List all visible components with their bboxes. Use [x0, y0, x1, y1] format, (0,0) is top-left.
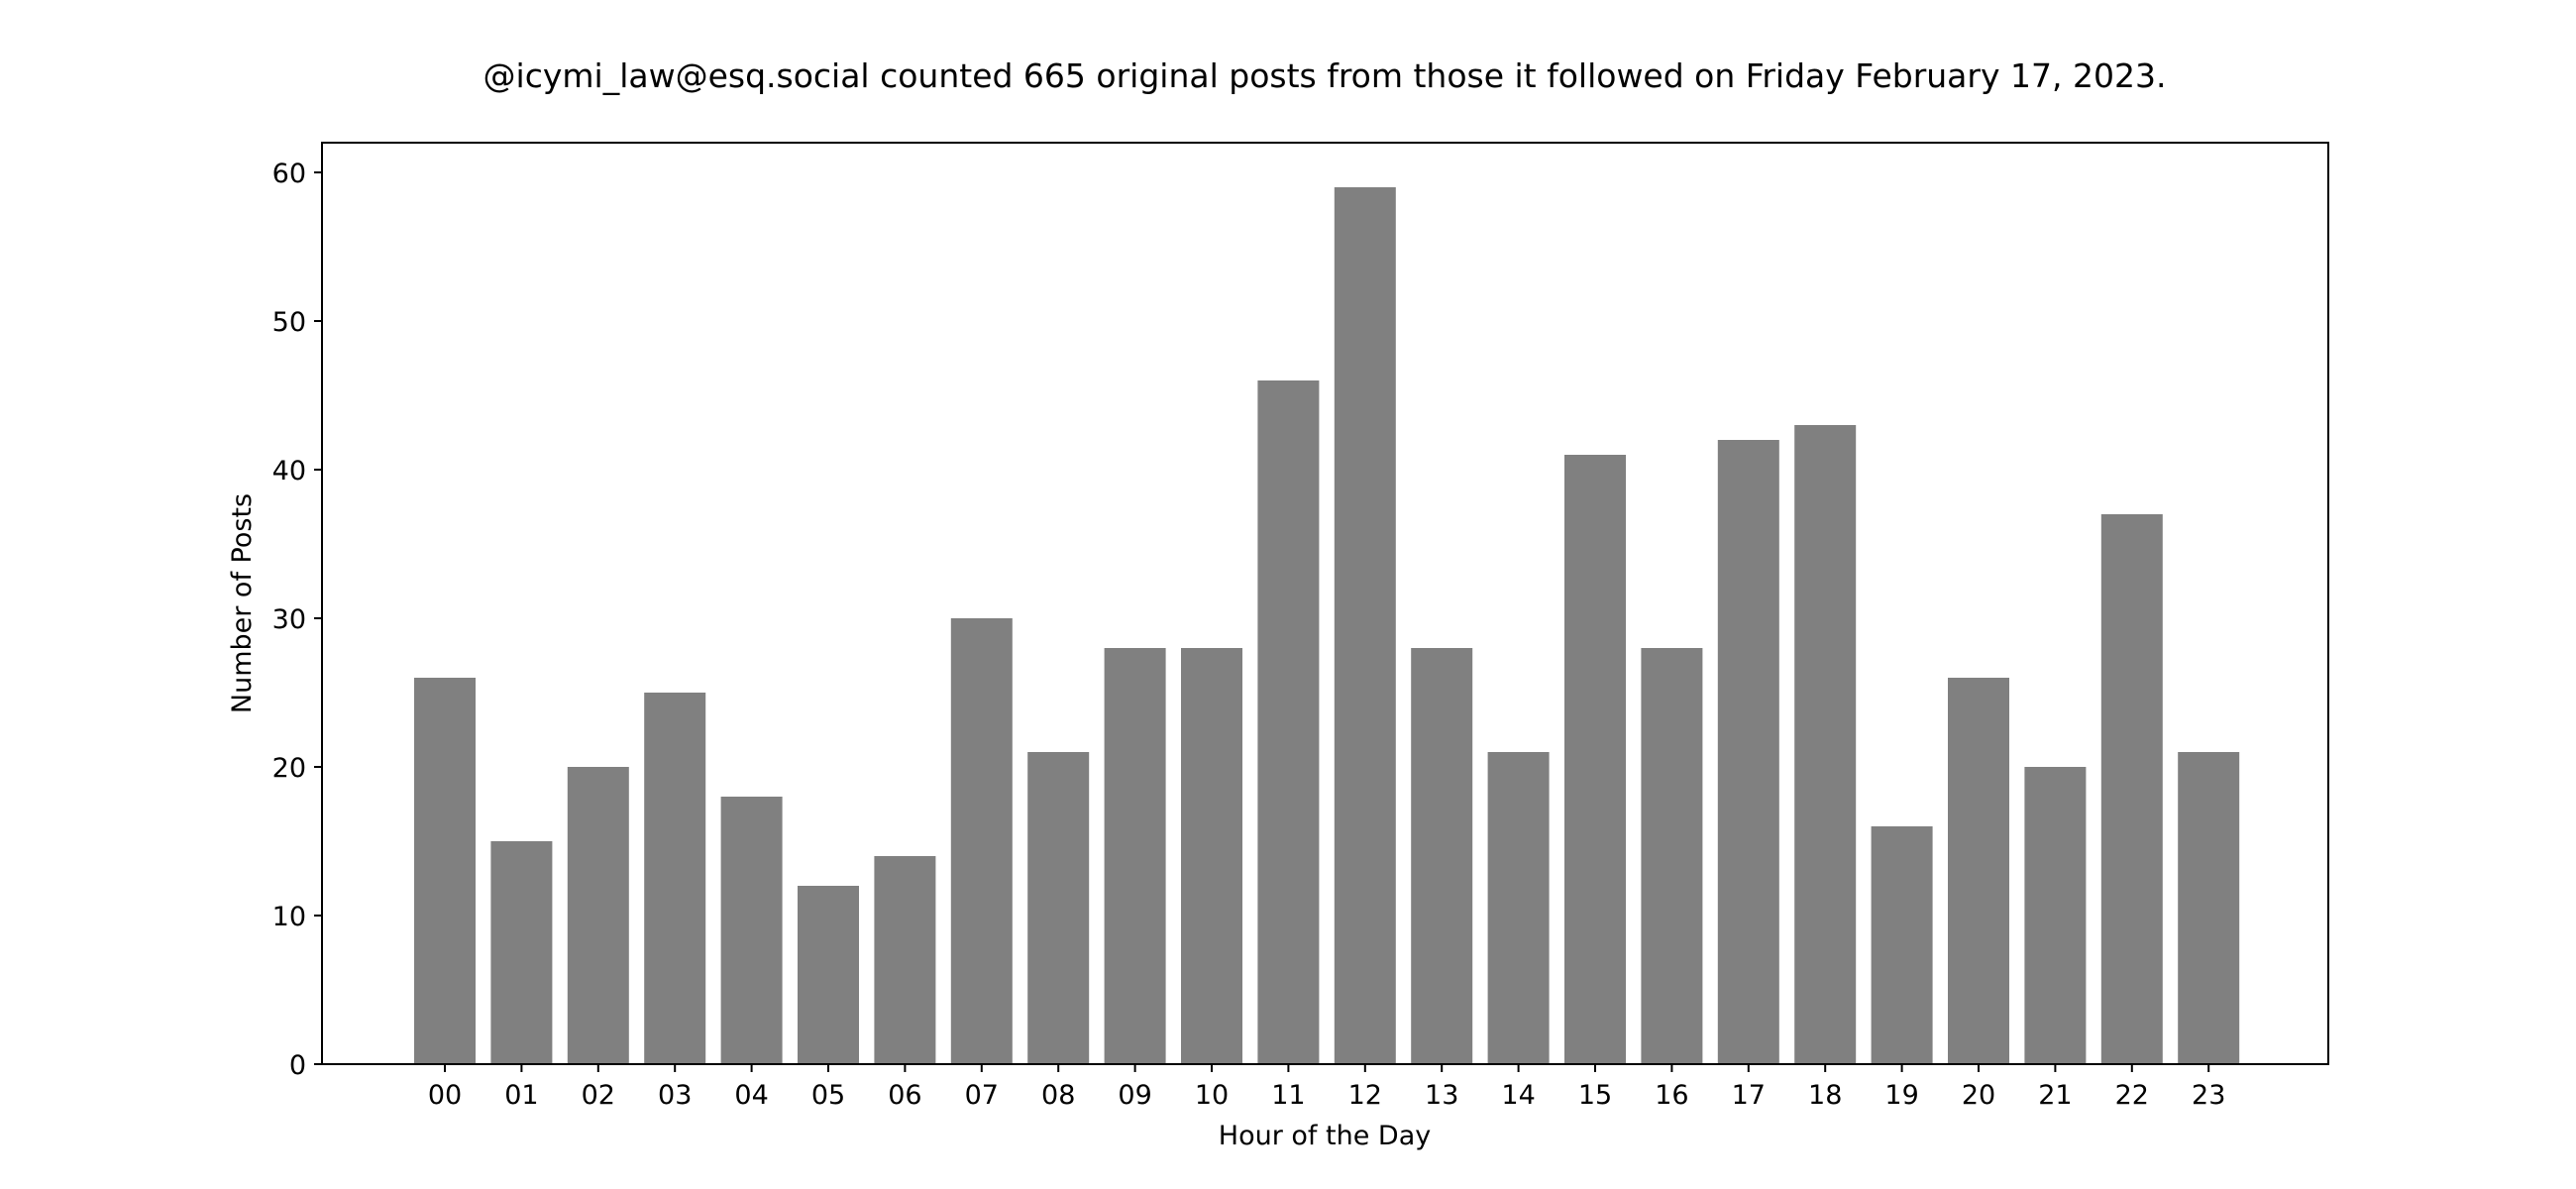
bar-10 — [1181, 648, 1242, 1064]
x-axis-label: Hour of the Day — [1219, 1121, 1431, 1151]
y-tick-label: 0 — [289, 1050, 306, 1081]
y-axis: 0 10 20 30 40 50 60 — [272, 159, 322, 1081]
x-tick-label: 03 — [658, 1080, 692, 1111]
x-tick-label: 08 — [1041, 1080, 1075, 1111]
x-tick-label: 15 — [1578, 1080, 1612, 1111]
bar-17 — [1717, 440, 1779, 1064]
x-tick-label: 00 — [428, 1080, 462, 1111]
x-tick-label: 09 — [1118, 1080, 1151, 1111]
x-axis: 00 01 02 03 04 05 06 07 08 09 10 11 12 13 14 15 16 17 18 19… — [428, 1064, 2225, 1111]
x-tick-label: 01 — [504, 1080, 538, 1111]
x-tick-label: 19 — [1884, 1080, 1918, 1111]
bar-07 — [950, 618, 1013, 1064]
bar-23 — [2178, 752, 2240, 1064]
x-tick-label: 07 — [965, 1080, 999, 1111]
bars-group — [414, 187, 2240, 1064]
bar-12 — [1334, 187, 1396, 1064]
bar-04 — [720, 797, 783, 1064]
x-tick-label: 06 — [888, 1080, 921, 1111]
y-tick-label: 10 — [272, 902, 306, 932]
x-tick-label: 11 — [1271, 1080, 1305, 1111]
bar-01 — [490, 841, 553, 1064]
bar-18 — [1794, 425, 1857, 1064]
bar-14 — [1487, 752, 1550, 1064]
bar-06 — [874, 856, 936, 1064]
plot-frame — [321, 142, 2329, 1065]
x-tick-label: 23 — [2192, 1080, 2225, 1111]
bar-21 — [2024, 767, 2087, 1064]
y-tick-label: 50 — [272, 307, 306, 338]
bar-08 — [1027, 752, 1090, 1064]
x-tick-label: 16 — [1655, 1080, 1688, 1111]
x-tick-label: 05 — [811, 1080, 845, 1111]
bar-13 — [1411, 648, 1473, 1064]
x-tick-label: 10 — [1195, 1080, 1229, 1111]
x-tick-label: 21 — [2038, 1080, 2072, 1111]
x-tick-label: 18 — [1808, 1080, 1842, 1111]
x-tick-label: 13 — [1425, 1080, 1458, 1111]
x-tick-label: 14 — [1501, 1080, 1535, 1111]
chart-title: @icymi_law@esq.social counted 665 origin… — [483, 56, 2167, 95]
x-tick-label: 04 — [734, 1080, 768, 1111]
y-tick-label: 60 — [272, 159, 306, 189]
x-tick-label: 12 — [1348, 1080, 1382, 1111]
bar-09 — [1104, 648, 1166, 1064]
bar-19 — [1871, 826, 1933, 1064]
bar-03 — [644, 693, 706, 1064]
bar-16 — [1641, 648, 1703, 1064]
bar-15 — [1564, 455, 1626, 1064]
y-tick-label: 30 — [272, 604, 306, 635]
y-tick-label: 40 — [272, 456, 306, 486]
bar-20 — [1948, 678, 2009, 1064]
x-tick-label: 02 — [582, 1080, 615, 1111]
x-tick-label: 22 — [2115, 1080, 2149, 1111]
bar-11 — [1257, 380, 1320, 1064]
x-tick-label: 20 — [1962, 1080, 1995, 1111]
bar-02 — [567, 767, 629, 1064]
y-axis-label: Number of Posts — [227, 493, 258, 713]
bar-00 — [414, 678, 476, 1064]
bar-22 — [2100, 514, 2163, 1064]
bar-05 — [798, 886, 859, 1064]
y-tick-label: 20 — [272, 753, 306, 784]
x-tick-label: 17 — [1732, 1080, 1766, 1111]
